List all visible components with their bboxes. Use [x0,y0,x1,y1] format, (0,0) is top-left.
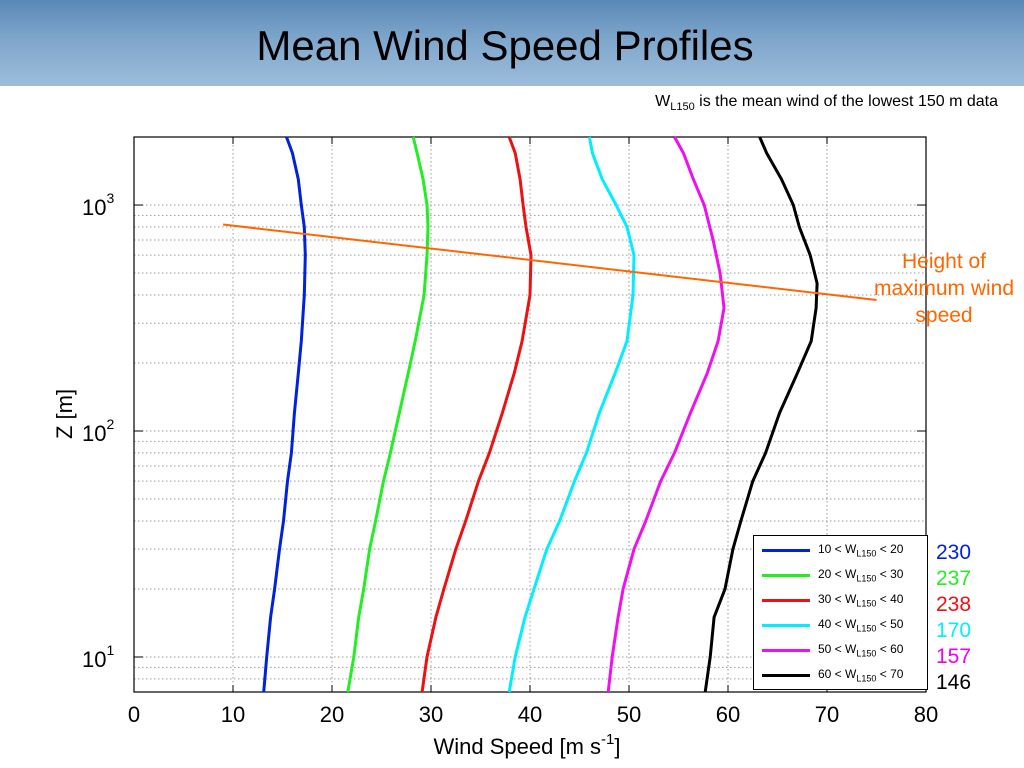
y-tick-label: 101 [82,642,114,672]
x-tick-label: 70 [815,702,839,727]
legend-entry: 40 < WL150 < 50 [762,615,927,635]
subtitle-subscript: L150 [670,101,695,114]
y-tick-label: 102 [82,416,114,446]
legend-label: 50 < WL150 < 60 [818,641,904,659]
subtitle-w: W [655,93,671,110]
y-axis-label: Z [m] [52,389,77,439]
chart-legend: 10 < WL150 < 20 20 < WL150 < 30 30 < WL150… [753,535,928,690]
series-counts: 230 237 238 170 157 146 [936,540,971,696]
legend-swatch [762,648,810,652]
legend-label: 60 < WL150 < 70 [818,666,904,684]
legend-label: 10 < WL150 < 20 [818,541,904,559]
legend-entry: 30 < WL150 < 40 [762,590,927,610]
legend-swatch [762,623,810,627]
y-tick-label: 103 [82,190,114,220]
x-tick-label: 20 [320,702,344,727]
legend-entry: 10 < WL150 < 20 [762,540,927,560]
x-tick-label: 80 [914,702,938,727]
legend-label: 40 < WL150 < 50 [818,616,904,634]
x-tick-label: 30 [419,702,443,727]
series-count-label: 146 [936,671,972,694]
x-tick-label: 60 [716,702,740,727]
x-tick-label: 0 [128,702,140,727]
annotation-label: Height of maximum wind speed [873,250,1015,327]
slide-title: Mean Wind Speed Profiles [256,22,754,69]
series-count-label: 157 [936,645,972,668]
legend-entry: 50 < WL150 < 60 [762,640,927,660]
x-tick-label: 40 [518,702,542,727]
series-line-4 [507,136,636,693]
legend-label: 30 < WL150 < 40 [818,591,904,609]
subtitle-rest: is the mean wind of the lowest 150 m dat… [694,93,998,110]
title-bar [0,0,1024,86]
x-axis-label: Wind Speed [m s-1] [434,731,621,759]
series-line-5 [606,136,726,693]
series-line-3 [420,136,533,693]
legend-entry: 60 < WL150 < 70 [762,665,927,685]
legend-swatch [762,598,810,602]
legend-swatch [762,673,810,677]
legend-swatch [762,548,810,552]
max-wind-height-line [222,223,877,301]
series-count-label: 238 [936,593,972,616]
legend-swatch [762,573,810,577]
legend-entry: 20 < WL150 < 30 [762,565,927,585]
x-tick-label: 50 [617,702,641,727]
series-count-label: 170 [936,619,972,642]
legend-label: 20 < WL150 < 30 [818,566,904,584]
series-line-6 [703,136,819,693]
series-line-2 [346,136,430,693]
series-count-label: 230 [936,541,972,564]
chart-subtitle: WL150 is the mean wind of the lowest 150… [655,93,998,113]
series-count-label: 237 [936,567,972,590]
series-line-1 [262,136,307,693]
x-tick-label: 10 [221,702,245,727]
